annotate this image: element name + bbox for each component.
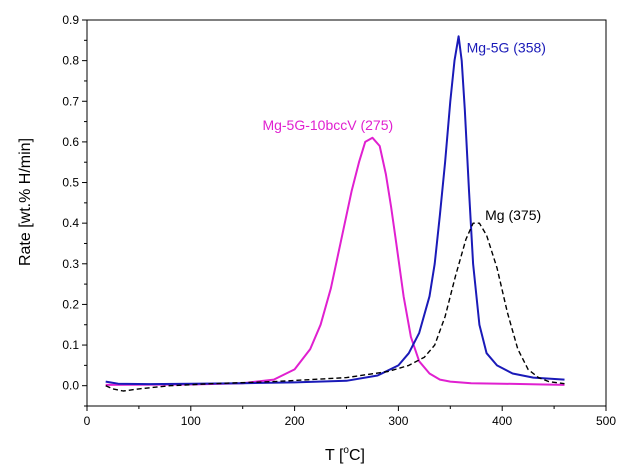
x-axis-title-main: T [ [325,447,344,464]
series-line-1 [105,136,565,386]
y-tick-label: 0.2 [62,297,79,311]
x-tick-label: 200 [285,414,305,428]
series-label-2: Mg-5G (358) [467,39,546,55]
series-labels: Mg-5G-10bccV (275) Mg-5G (358) Mg (375) [262,39,546,223]
x-tick-label: 500 [596,414,616,428]
x-tick-label: 0 [84,414,91,428]
series-line-2 [105,35,565,386]
x-axis-title-superscript: o [343,445,349,456]
y-tick-label: 0.0 [62,379,79,393]
x-tick-label: 400 [492,414,512,428]
x-tick-label: 300 [388,414,408,428]
series-label-3: Mg (375) [485,207,541,223]
y-tick-label: 0.4 [62,216,79,230]
y-tick-label: 0.5 [62,176,79,190]
y-axis-title: Rate [wt.% H/min] [17,138,34,266]
axes: 0 100 200 300 400 500 0.0 0.1 0.2 0.3 0.4 0.5 0.6 0.7… [62,13,616,428]
y-tick-label: 0.3 [62,257,79,271]
y-tick-label: 0.8 [62,54,79,68]
series-label-1: Mg-5G-10bccV (275) [262,117,393,133]
series-line-3 [105,222,565,392]
y-tick-label: 0.7 [62,94,79,108]
y-tick-label: 0.9 [62,13,79,27]
x-axis-title: T [oC] [325,445,365,464]
y-tick-label: 0.1 [62,338,79,352]
series-lines [105,35,565,392]
x-axis-title-end: C] [349,447,365,464]
y-tick-label: 0.6 [62,135,79,149]
x-tick-label: 100 [181,414,201,428]
